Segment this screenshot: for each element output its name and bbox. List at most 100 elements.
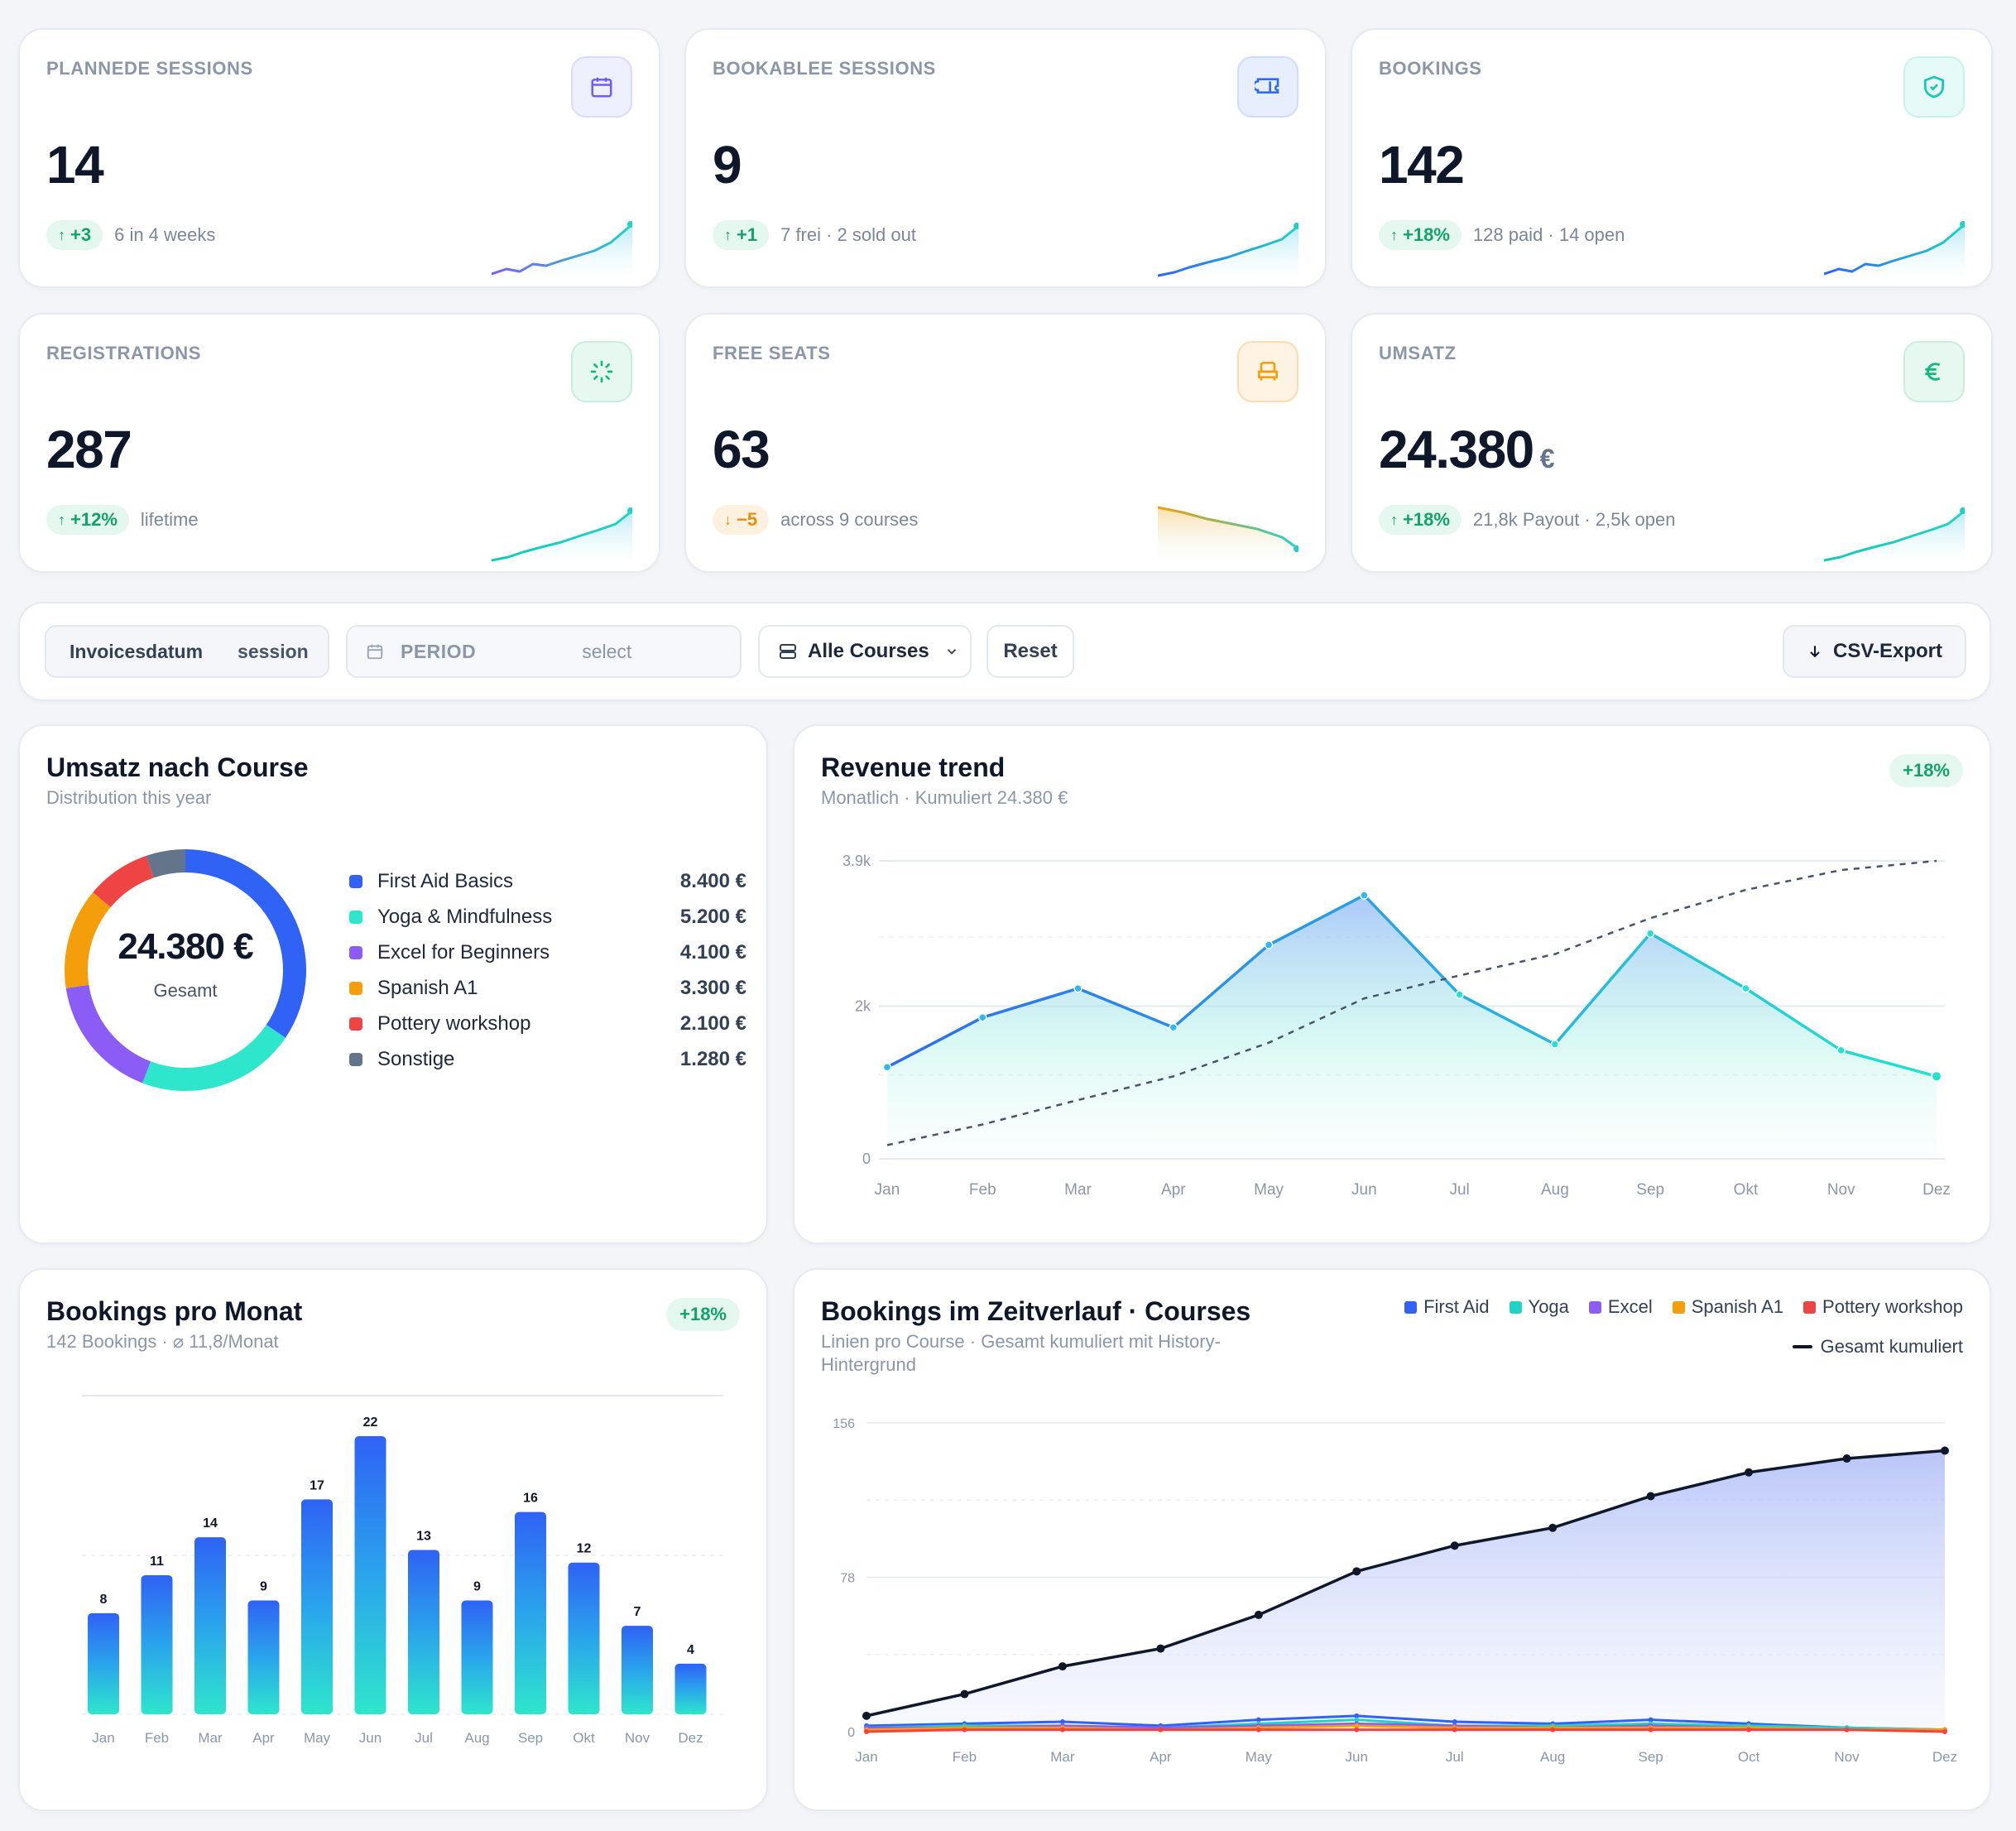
- period-picker[interactable]: PERIOD select: [346, 625, 742, 678]
- legend-swatch: [1588, 1300, 1601, 1314]
- course-point: [1059, 1727, 1065, 1732]
- x-tick-label: Oct: [1738, 1749, 1760, 1765]
- sparkline-end-dot: [627, 221, 632, 228]
- kpi-delta: +18%: [1403, 509, 1450, 530]
- bar-value-label: 16: [523, 1492, 538, 1506]
- kpi-delta: +12%: [70, 509, 118, 530]
- date-field-toggle[interactable]: Invoicesdatum session: [45, 625, 329, 678]
- kpi-label: BOOKINGS: [1379, 58, 1482, 79]
- bar: [301, 1499, 333, 1714]
- x-tick-label: Jul: [1446, 1749, 1464, 1765]
- bar: [354, 1436, 386, 1714]
- bar: [247, 1600, 280, 1714]
- panel-subtitle-line1: Linien pro Course · Gesamt kumuliert mit…: [821, 1331, 1221, 1352]
- legend-label: Pottery workshop: [1822, 1296, 1963, 1317]
- kpi-sparkline: [1824, 221, 1965, 282]
- csv-export-button[interactable]: CSV-Export: [1783, 625, 1966, 678]
- legend-item[interactable]: Excel: [1588, 1296, 1653, 1318]
- bookings-timeline-chart: 0 78 156 Jan Feb Mar Apr May Jun Jul Aug Sep Oct Nov D…: [833, 1417, 1957, 1765]
- legend-line-swatch: [1792, 1345, 1812, 1348]
- trend-point: [1169, 1022, 1178, 1032]
- bar-value-label: 13: [416, 1529, 431, 1543]
- revenue-trend-panel: Revenue trend Monatlich · Kumuliert 24.3…: [793, 724, 1991, 1244]
- kpi-footer: ↑ +12% lifetime: [46, 505, 199, 535]
- panel-subtitle: 142 Bookings · ⌀ 11,8/Monat: [46, 1331, 279, 1352]
- kpi-label: REGISTRATIONS: [46, 343, 202, 363]
- bar: [408, 1550, 439, 1714]
- date-field-session[interactable]: session: [238, 640, 309, 662]
- y-tick-label: 156: [833, 1417, 855, 1431]
- legend-item[interactable]: Gesamt kumuliert: [1792, 1336, 1963, 1358]
- kpi-footer: ↑ +18% 128 paid · 14 open: [1379, 220, 1625, 250]
- course-point: [1452, 1727, 1457, 1732]
- bar: [194, 1537, 226, 1714]
- legend-item[interactable]: Spanish A1: [1672, 1296, 1783, 1318]
- bar-value-label: 9: [473, 1580, 481, 1594]
- csv-export-label: CSV-Export: [1832, 640, 1943, 662]
- donut-slice: [142, 1025, 286, 1091]
- bar: [622, 1626, 653, 1714]
- chevron-down-icon: [944, 644, 959, 659]
- kpi-label: PLANNEDE SESSIONS: [46, 58, 253, 79]
- bar: [88, 1612, 119, 1714]
- legend-row: First Aid Yoga Excel Spanish A1 Pottery work…: [1404, 1296, 1963, 1318]
- cumulative-point: [1548, 1523, 1558, 1532]
- bar-value-label: 14: [203, 1516, 218, 1531]
- course-line: [866, 1728, 1946, 1733]
- sparkline-end-dot: [1960, 221, 1965, 228]
- calendar-icon: [571, 56, 632, 118]
- x-tick-label: Nov: [1827, 1181, 1855, 1199]
- sparkline-line: [1824, 223, 1965, 276]
- date-field-invoice[interactable]: Invoicesdatum: [70, 640, 204, 662]
- kpi-card: UMSATZ 24.380 € ↑ +18% 21,8k Payout · 2,5k…: [1351, 313, 1993, 573]
- download-icon: [1807, 643, 1823, 660]
- legend-swatch: [1509, 1300, 1522, 1314]
- kpi-delta-badge: ↑ +3: [46, 220, 103, 250]
- bar-value-label: 11: [150, 1555, 164, 1569]
- course-point: [1550, 1727, 1556, 1732]
- legend-item[interactable]: Yoga: [1509, 1296, 1569, 1318]
- legend-label: Yoga: [1528, 1296, 1569, 1317]
- course-point: [1648, 1717, 1654, 1723]
- trend-point: [1073, 983, 1082, 993]
- legend-label: First Aid Basics: [377, 870, 514, 892]
- legend-swatch: [1404, 1300, 1418, 1314]
- kpi-sparkline: [1158, 506, 1298, 567]
- x-tick-label: Dez: [678, 1730, 703, 1746]
- legend-item[interactable]: Pottery workshop: [1803, 1296, 1963, 1318]
- legend-label: Excel for Beginners: [377, 941, 550, 964]
- trend-point: [1550, 1040, 1560, 1049]
- x-tick-label: Sep: [1639, 1749, 1663, 1765]
- legend-item[interactable]: First Aid: [1404, 1296, 1490, 1318]
- cumulative-area: [866, 1450, 1945, 1732]
- arrow-up-icon: ↑: [1390, 226, 1398, 243]
- trend-point: [882, 1062, 892, 1072]
- panel-title: Revenue trend: [821, 752, 1006, 782]
- donut-slice: [185, 849, 306, 1038]
- legend-value: 1.280 €: [679, 1048, 746, 1070]
- legend-swatch: [1803, 1300, 1817, 1314]
- kpi-subtext: 128 paid · 14 open: [1472, 224, 1625, 245]
- course-select[interactable]: Alle Courses: [758, 625, 972, 678]
- legend-label: First Aid: [1423, 1296, 1490, 1317]
- legend-item: Yoga & Mindfulness 5.200 €: [349, 906, 746, 929]
- course-point: [864, 1729, 869, 1734]
- legend-swatch: [349, 946, 362, 959]
- x-tick-label: Nov: [625, 1730, 650, 1746]
- bookings-month-panel: Bookings pro Monat 142 Bookings · ⌀ 11,8…: [18, 1268, 768, 1811]
- kpi-footer: ↑ +18% 21,8k Payout · 2,5k open: [1379, 505, 1676, 535]
- x-tick-label: Jan: [92, 1730, 114, 1746]
- y-tick-label: 3.9k: [842, 853, 871, 869]
- kpi-delta-badge: ↑ +18%: [1379, 220, 1462, 250]
- cumulative-point: [960, 1689, 969, 1699]
- panel-title: Umsatz nach Course: [46, 752, 309, 782]
- course-point: [1059, 1719, 1065, 1725]
- legend-swatch: [349, 982, 362, 995]
- stack-icon: [778, 642, 798, 661]
- reset-button[interactable]: Reset: [986, 625, 1074, 678]
- period-label: PERIOD: [401, 640, 477, 662]
- x-tick-label: Jun: [1346, 1749, 1368, 1765]
- x-tick-label: Okt: [1734, 1181, 1759, 1199]
- cumulative-point: [1745, 1468, 1754, 1477]
- trend-point: [1645, 929, 1655, 938]
